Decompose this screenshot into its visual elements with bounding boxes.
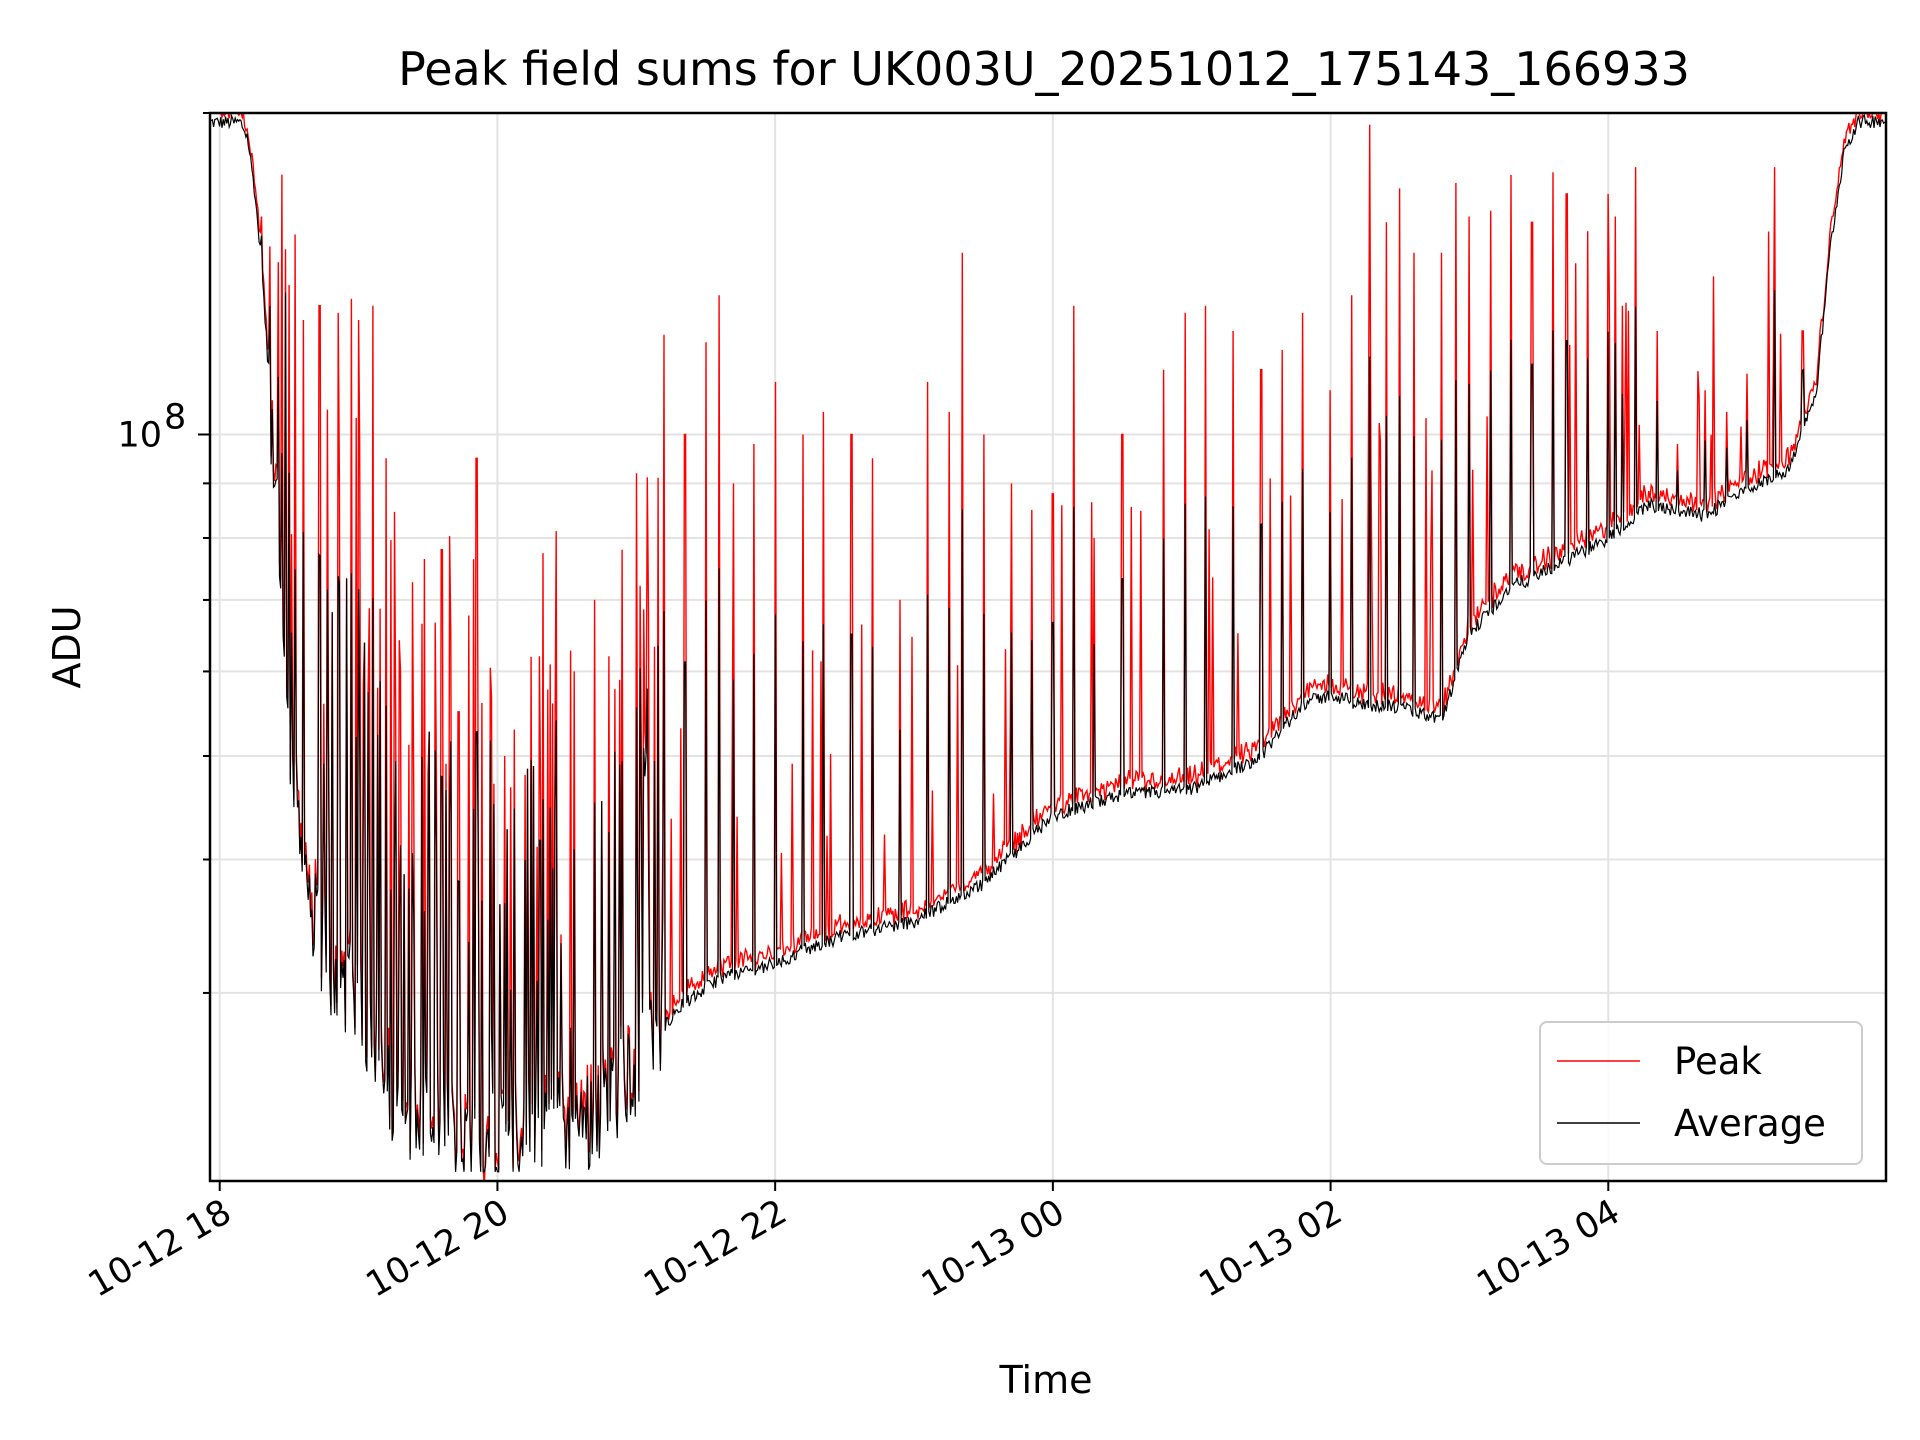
y-tick-exponent: 8	[164, 398, 186, 438]
legend: Peak Average	[1539, 1021, 1863, 1165]
y-tick-label: 10	[117, 416, 162, 456]
legend-box	[1539, 1021, 1863, 1165]
legend-peak-label: Peak	[1674, 1040, 1762, 1083]
series-line-average	[210, 113, 1886, 1173]
series-layer	[210, 113, 1886, 1181]
x-axis-label: Time	[999, 1358, 1093, 1402]
y-axis-label: ADU	[45, 605, 89, 688]
plot-frame	[208, 111, 1888, 1183]
chart-title: Peak field sums for UK003U_20251012_1751…	[398, 42, 1690, 96]
legend-average-label: Average	[1674, 1102, 1826, 1145]
y-tick-base: 10	[117, 416, 162, 456]
